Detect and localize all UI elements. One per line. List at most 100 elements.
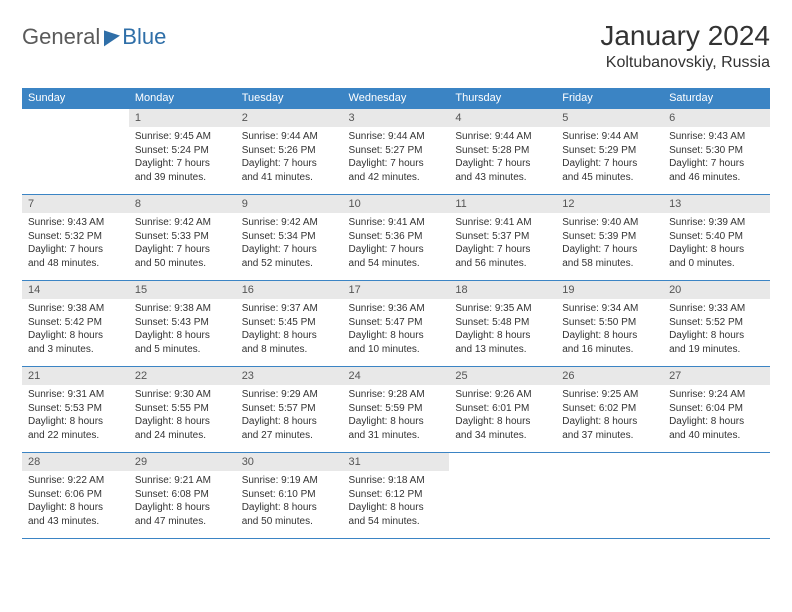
daylight-line1: Daylight: 8 hours: [455, 329, 550, 343]
page-header: General Blue January 2024 Koltubanovskiy…: [22, 20, 770, 72]
daylight-line2: and 3 minutes.: [28, 343, 123, 357]
calendar-week-row: 7Sunrise: 9:43 AMSunset: 5:32 PMDaylight…: [22, 195, 770, 281]
calendar-cell: 5Sunrise: 9:44 AMSunset: 5:29 PMDaylight…: [556, 109, 663, 195]
day-number: 30: [236, 453, 343, 471]
calendar-cell: 4Sunrise: 9:44 AMSunset: 5:28 PMDaylight…: [449, 109, 556, 195]
day-number: 25: [449, 367, 556, 385]
daylight-line1: Daylight: 7 hours: [349, 243, 444, 257]
calendar-cell: 22Sunrise: 9:30 AMSunset: 5:55 PMDayligh…: [129, 367, 236, 453]
sunrise-text: Sunrise: 9:43 AM: [669, 130, 764, 144]
sunset-text: Sunset: 5:57 PM: [242, 402, 337, 416]
sunrise-text: Sunrise: 9:44 AM: [349, 130, 444, 144]
calendar-cell: 18Sunrise: 9:35 AMSunset: 5:48 PMDayligh…: [449, 281, 556, 367]
calendar-cell: 30Sunrise: 9:19 AMSunset: 6:10 PMDayligh…: [236, 453, 343, 539]
sunset-text: Sunset: 5:36 PM: [349, 230, 444, 244]
sunrise-text: Sunrise: 9:36 AM: [349, 302, 444, 316]
daylight-line2: and 48 minutes.: [28, 257, 123, 271]
day-number: 21: [22, 367, 129, 385]
daylight-line2: and 45 minutes.: [562, 171, 657, 185]
day-number: 11: [449, 195, 556, 213]
calendar-cell: 7Sunrise: 9:43 AMSunset: 5:32 PMDaylight…: [22, 195, 129, 281]
daylight-line2: and 13 minutes.: [455, 343, 550, 357]
daylight-line1: Daylight: 7 hours: [135, 243, 230, 257]
daylight-line2: and 37 minutes.: [562, 429, 657, 443]
calendar-cell: 6Sunrise: 9:43 AMSunset: 5:30 PMDaylight…: [663, 109, 770, 195]
day-number: 19: [556, 281, 663, 299]
day-details: Sunrise: 9:22 AMSunset: 6:06 PMDaylight:…: [22, 471, 129, 534]
brand-part2: Blue: [122, 24, 166, 50]
sunrise-text: Sunrise: 9:28 AM: [349, 388, 444, 402]
sunrise-text: Sunrise: 9:29 AM: [242, 388, 337, 402]
sunset-text: Sunset: 6:08 PM: [135, 488, 230, 502]
daylight-line2: and 10 minutes.: [349, 343, 444, 357]
sunrise-text: Sunrise: 9:41 AM: [455, 216, 550, 230]
day-number: 24: [343, 367, 450, 385]
calendar-body: 1Sunrise: 9:45 AMSunset: 5:24 PMDaylight…: [22, 109, 770, 539]
daylight-line1: Daylight: 8 hours: [669, 329, 764, 343]
sunrise-text: Sunrise: 9:42 AM: [135, 216, 230, 230]
daylight-line1: Daylight: 8 hours: [135, 329, 230, 343]
daylight-line1: Daylight: 8 hours: [28, 329, 123, 343]
sunset-text: Sunset: 6:06 PM: [28, 488, 123, 502]
sunset-text: Sunset: 6:10 PM: [242, 488, 337, 502]
daylight-line1: Daylight: 8 hours: [242, 501, 337, 515]
calendar-cell: [556, 453, 663, 539]
daylight-line2: and 40 minutes.: [669, 429, 764, 443]
sunset-text: Sunset: 5:43 PM: [135, 316, 230, 330]
calendar-cell: 20Sunrise: 9:33 AMSunset: 5:52 PMDayligh…: [663, 281, 770, 367]
sunset-text: Sunset: 5:28 PM: [455, 144, 550, 158]
sunrise-text: Sunrise: 9:34 AM: [562, 302, 657, 316]
daylight-line1: Daylight: 8 hours: [669, 243, 764, 257]
calendar-cell: 25Sunrise: 9:26 AMSunset: 6:01 PMDayligh…: [449, 367, 556, 453]
calendar-cell: 16Sunrise: 9:37 AMSunset: 5:45 PMDayligh…: [236, 281, 343, 367]
day-number: 13: [663, 195, 770, 213]
calendar-cell: 13Sunrise: 9:39 AMSunset: 5:40 PMDayligh…: [663, 195, 770, 281]
daylight-line1: Daylight: 7 hours: [135, 157, 230, 171]
day-header: Tuesday: [236, 88, 343, 109]
daylight-line1: Daylight: 7 hours: [562, 243, 657, 257]
calendar-cell: 21Sunrise: 9:31 AMSunset: 5:53 PMDayligh…: [22, 367, 129, 453]
day-details: Sunrise: 9:30 AMSunset: 5:55 PMDaylight:…: [129, 385, 236, 448]
daylight-line2: and 16 minutes.: [562, 343, 657, 357]
day-number: 2: [236, 109, 343, 127]
sunrise-text: Sunrise: 9:33 AM: [669, 302, 764, 316]
location-text: Koltubanovskiy, Russia: [600, 54, 770, 72]
day-details: Sunrise: 9:37 AMSunset: 5:45 PMDaylight:…: [236, 299, 343, 362]
sunset-text: Sunset: 5:47 PM: [349, 316, 444, 330]
sunset-text: Sunset: 6:04 PM: [669, 402, 764, 416]
daylight-line2: and 39 minutes.: [135, 171, 230, 185]
sunset-text: Sunset: 5:33 PM: [135, 230, 230, 244]
daylight-line1: Daylight: 8 hours: [28, 501, 123, 515]
day-number: 23: [236, 367, 343, 385]
day-details: Sunrise: 9:44 AMSunset: 5:26 PMDaylight:…: [236, 127, 343, 190]
daylight-line2: and 46 minutes.: [669, 171, 764, 185]
day-number: 22: [129, 367, 236, 385]
sunset-text: Sunset: 5:52 PM: [669, 316, 764, 330]
day-details: Sunrise: 9:35 AMSunset: 5:48 PMDaylight:…: [449, 299, 556, 362]
day-details: Sunrise: 9:18 AMSunset: 6:12 PMDaylight:…: [343, 471, 450, 534]
sunset-text: Sunset: 5:50 PM: [562, 316, 657, 330]
day-details: Sunrise: 9:38 AMSunset: 5:43 PMDaylight:…: [129, 299, 236, 362]
day-number: 8: [129, 195, 236, 213]
sunset-text: Sunset: 5:39 PM: [562, 230, 657, 244]
day-header: Sunday: [22, 88, 129, 109]
day-details: Sunrise: 9:39 AMSunset: 5:40 PMDaylight:…: [663, 213, 770, 276]
sunrise-text: Sunrise: 9:22 AM: [28, 474, 123, 488]
day-details: Sunrise: 9:44 AMSunset: 5:27 PMDaylight:…: [343, 127, 450, 190]
sunset-text: Sunset: 6:02 PM: [562, 402, 657, 416]
calendar-cell: [22, 109, 129, 195]
sunset-text: Sunset: 5:26 PM: [242, 144, 337, 158]
day-number: 5: [556, 109, 663, 127]
sunrise-text: Sunrise: 9:25 AM: [562, 388, 657, 402]
daylight-line1: Daylight: 8 hours: [349, 415, 444, 429]
daylight-line2: and 54 minutes.: [349, 257, 444, 271]
calendar-cell: 17Sunrise: 9:36 AMSunset: 5:47 PMDayligh…: [343, 281, 450, 367]
day-header-row: Sunday Monday Tuesday Wednesday Thursday…: [22, 88, 770, 109]
sunset-text: Sunset: 5:34 PM: [242, 230, 337, 244]
sunset-text: Sunset: 5:24 PM: [135, 144, 230, 158]
calendar-cell: 15Sunrise: 9:38 AMSunset: 5:43 PMDayligh…: [129, 281, 236, 367]
day-details: Sunrise: 9:43 AMSunset: 5:32 PMDaylight:…: [22, 213, 129, 276]
day-details: Sunrise: 9:36 AMSunset: 5:47 PMDaylight:…: [343, 299, 450, 362]
sunset-text: Sunset: 6:01 PM: [455, 402, 550, 416]
day-number: 10: [343, 195, 450, 213]
